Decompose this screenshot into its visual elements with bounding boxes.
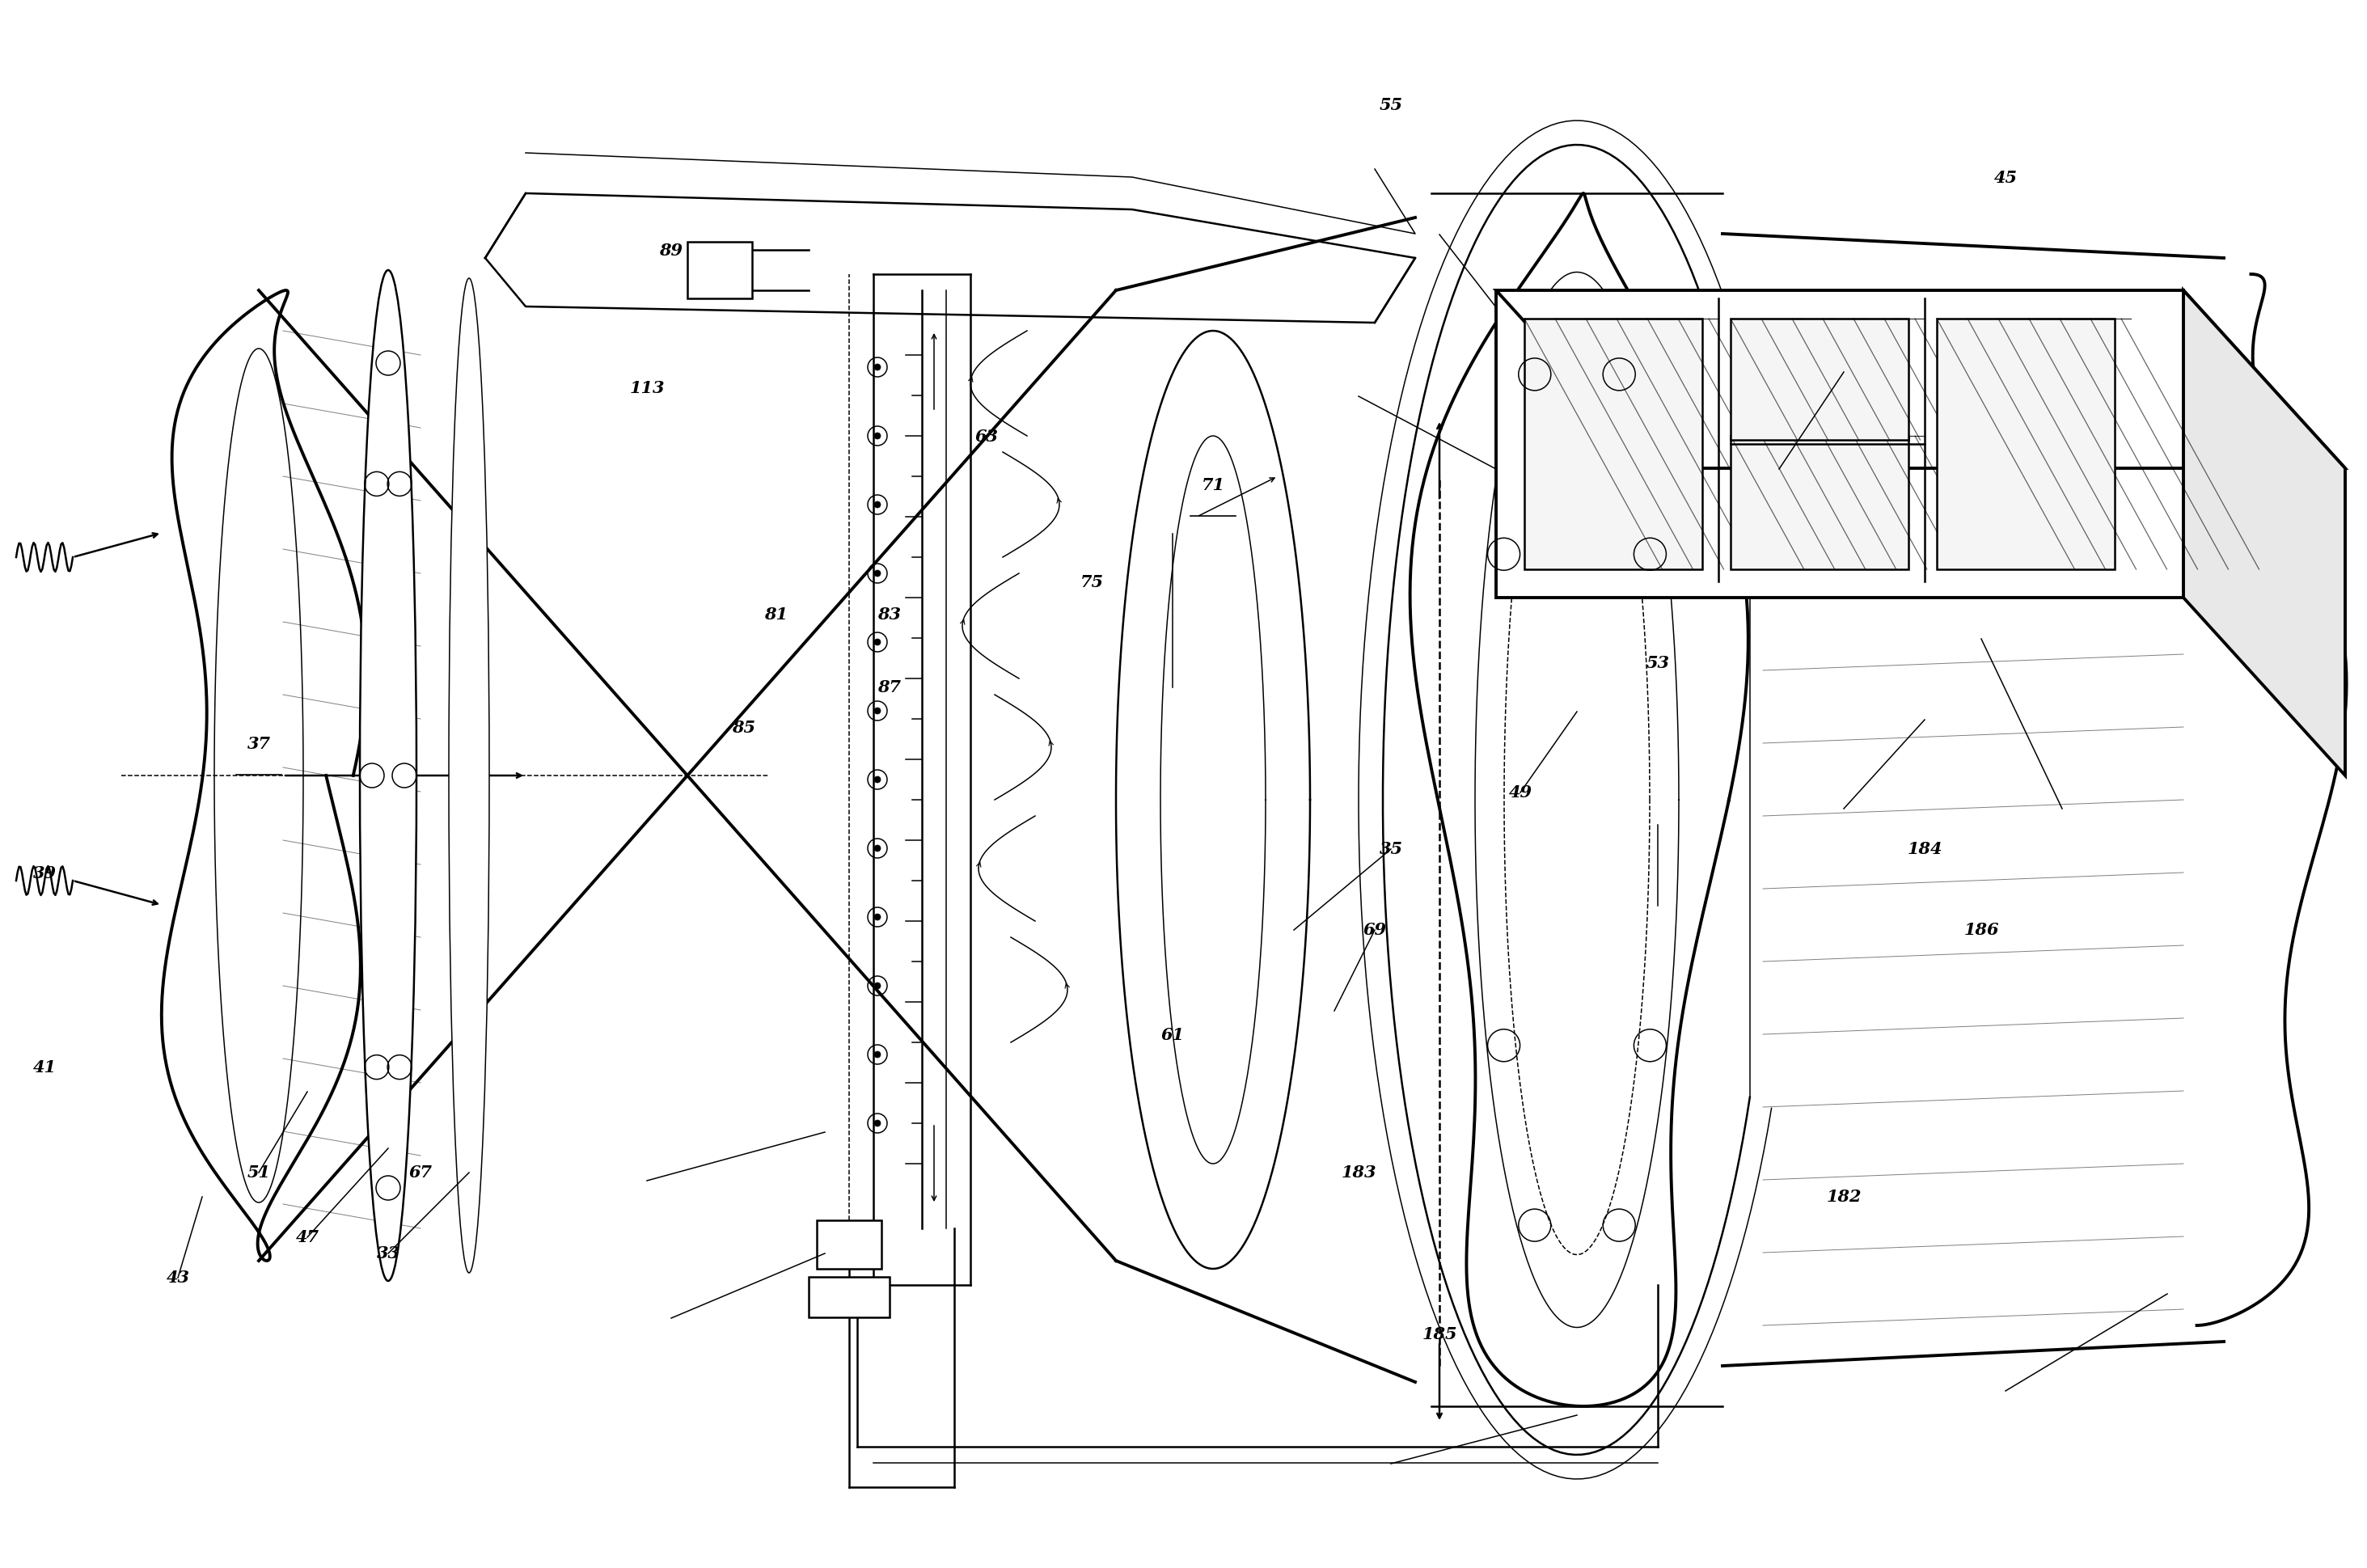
Text: 37: 37 (246, 735, 270, 753)
Text: 35: 35 (1380, 840, 1404, 858)
Circle shape (873, 914, 881, 920)
Text: 75: 75 (1079, 574, 1103, 590)
Bar (1936, 318, 2114, 569)
Circle shape (873, 638, 881, 646)
Text: 43: 43 (166, 1270, 189, 1286)
Bar (1730, 436, 1908, 569)
Text: 89: 89 (660, 243, 684, 259)
Bar (686, 241, 753, 298)
Text: 87: 87 (878, 679, 902, 696)
Text: 51: 51 (246, 1165, 270, 1181)
Circle shape (873, 571, 881, 577)
Text: 49: 49 (1508, 784, 1531, 801)
Text: 63: 63 (975, 428, 999, 445)
Text: 53: 53 (1645, 655, 1669, 671)
Text: 186: 186 (1965, 922, 1998, 938)
Text: 83: 83 (878, 607, 902, 622)
Polygon shape (2182, 290, 2346, 776)
Circle shape (873, 845, 881, 851)
Text: 33: 33 (376, 1245, 400, 1262)
Circle shape (873, 502, 881, 508)
Text: 69: 69 (1363, 922, 1387, 938)
Bar (817, 1220, 881, 1269)
Text: 85: 85 (731, 720, 755, 735)
Bar (810, 1276, 890, 1317)
Circle shape (873, 1051, 881, 1058)
Text: 182: 182 (1827, 1189, 1860, 1204)
Ellipse shape (450, 278, 490, 1273)
Text: 45: 45 (1993, 169, 2017, 187)
Bar (1730, 318, 1908, 441)
Text: 55: 55 (1380, 97, 1404, 113)
Text: 81: 81 (765, 607, 788, 622)
Text: 41: 41 (33, 1060, 57, 1076)
Circle shape (873, 707, 881, 713)
Text: 61: 61 (1160, 1027, 1184, 1043)
Text: 183: 183 (1342, 1165, 1375, 1181)
Polygon shape (1496, 290, 2346, 469)
Circle shape (873, 433, 881, 439)
Circle shape (873, 364, 881, 370)
Circle shape (873, 776, 881, 782)
Text: 113: 113 (630, 379, 665, 397)
Circle shape (873, 983, 881, 989)
Bar (1524, 318, 1702, 569)
Text: 39: 39 (33, 866, 57, 881)
Text: 47: 47 (296, 1229, 320, 1245)
Text: 184: 184 (1908, 840, 1943, 858)
Text: 71: 71 (1202, 477, 1224, 494)
Text: 185: 185 (1423, 1327, 1458, 1342)
Ellipse shape (360, 270, 417, 1281)
Circle shape (873, 1120, 881, 1126)
Text: 67: 67 (409, 1165, 433, 1181)
Polygon shape (1496, 290, 2182, 597)
